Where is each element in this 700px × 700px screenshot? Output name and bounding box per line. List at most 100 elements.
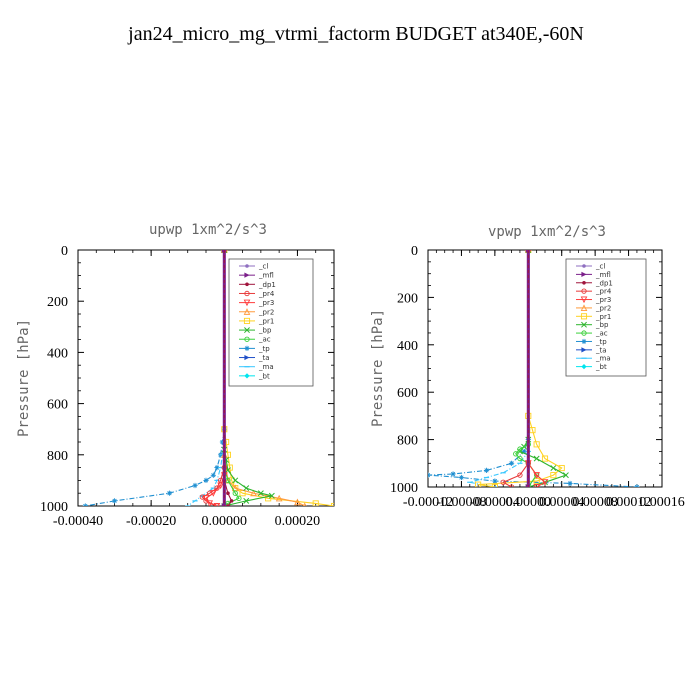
x-tick-label: 0.00008 — [572, 495, 618, 510]
data-point-dp1 — [226, 491, 230, 496]
data-layer — [428, 250, 640, 487]
legend-marker — [581, 288, 587, 294]
y-tick-label: 400 — [397, 339, 418, 354]
data-point-tp — [166, 490, 173, 496]
legend-marker — [582, 280, 586, 285]
legend-marker — [581, 321, 587, 328]
data-point-tp — [428, 472, 431, 478]
legend-label: _pr3 — [595, 296, 611, 304]
data-point-tp — [210, 472, 216, 478]
data-point-ac — [517, 455, 523, 462]
data-point-ac — [232, 490, 238, 496]
y-tick-label: 400 — [47, 346, 68, 361]
data-point-pr1 — [330, 502, 334, 506]
data-point-ac — [513, 451, 519, 457]
legend-label: _ac — [258, 336, 271, 344]
legend-marker — [243, 299, 251, 307]
legend: _cl_mfl_dp1_pr4_pr3_pr2_pr1_bp_ac_tp_ta_… — [565, 258, 647, 377]
legend-label: _mfl — [595, 271, 611, 279]
data-point-pr3 — [533, 483, 540, 487]
data-point-pr1 — [533, 441, 540, 448]
legend-label: _ta — [595, 346, 607, 354]
data-point-tp — [82, 503, 88, 506]
y-tick-label: 0 — [411, 244, 418, 259]
legend-marker — [581, 271, 587, 277]
x-tick-label: 0.00012 — [606, 495, 652, 510]
data-point-pr2 — [250, 489, 257, 497]
series-line-tp — [85, 250, 225, 506]
y-tick-label: 1000 — [390, 481, 418, 496]
y-tick-label: 600 — [47, 398, 68, 413]
data-point-bp — [243, 485, 250, 492]
legend-label: _bt — [258, 372, 270, 380]
y-tick-label: 0 — [61, 244, 68, 259]
legend-marker — [581, 347, 587, 353]
legend-label: _pr2 — [595, 304, 611, 312]
data-point-pr3 — [541, 479, 549, 486]
legend-label: _mfl — [258, 272, 274, 280]
data-layer — [82, 250, 334, 506]
plot-area: 0 200 400 600 800 1000-0.00012-0.00008-0.0000… — [390, 244, 685, 510]
legend-label: _ma — [258, 363, 274, 371]
y-tick-label: 800 — [397, 434, 418, 449]
data-point-tp — [111, 498, 118, 504]
data-point-tp — [450, 471, 456, 477]
legend-marker — [581, 330, 587, 336]
data-point-pr4 — [214, 485, 220, 491]
y-axis-label: Pressure [hPa] — [16, 319, 32, 437]
data-point-pr2 — [294, 498, 301, 506]
data-point-tp — [192, 482, 198, 489]
data-point-tp — [492, 478, 498, 484]
panel-title: upwp 1xm^2/s^3 — [149, 222, 267, 238]
y-tick-label: 200 — [397, 291, 418, 306]
data-point-pr2 — [275, 494, 283, 502]
legend-label: _dp1 — [595, 279, 613, 287]
legend-marker — [244, 327, 250, 334]
legend-box — [565, 258, 647, 377]
x-tick-label: -0.00040 — [53, 514, 103, 529]
x-tick-label: 0.00000 — [202, 514, 248, 529]
data-point-pr1 — [541, 455, 549, 462]
panel-title: vpwp 1xm^2/s^3 — [488, 224, 606, 240]
data-point-tp — [458, 474, 465, 481]
legend-label: _dp1 — [258, 281, 276, 289]
panel-vpwp: vpwp 1xm^2/s^3 Pressure [hPa] 0 200 400 600… — [370, 224, 685, 510]
x-tick-label: 0.00016 — [639, 495, 685, 510]
legend-marker — [243, 308, 251, 315]
legend-label: _pr2 — [258, 308, 274, 316]
data-point-tp — [521, 448, 527, 455]
data-point-tp — [567, 480, 573, 487]
legend-marker — [245, 282, 249, 287]
data-point-bp — [562, 472, 569, 479]
figure-title: jan24_micro_mg_vtrmi_factorm BUDGET at34… — [127, 23, 584, 45]
legend-label: _ac — [595, 330, 608, 338]
x-tick-label: -0.00012 — [403, 495, 453, 510]
data-point-tp — [203, 477, 209, 483]
legend-marker — [581, 364, 587, 370]
data-point-pr3 — [202, 495, 210, 502]
y-tick-label: 200 — [47, 295, 68, 310]
legend-label: _bt — [595, 363, 607, 371]
legend: _cl_mfl_dp1_pr4_pr3_pr2_pr1_bp_ac_tp_ta_… — [228, 258, 314, 387]
data-point-bp — [243, 497, 250, 504]
legend-label: _bp — [595, 321, 609, 329]
legend-marker — [244, 345, 250, 351]
x-tick-label: -0.00008 — [436, 495, 486, 510]
legend-marker — [244, 272, 250, 278]
data-point-tp — [634, 484, 640, 487]
data-point-bp — [550, 465, 557, 471]
data-point-bp — [257, 490, 264, 497]
data-point-pr3 — [217, 482, 224, 490]
data-point-bp — [533, 455, 540, 462]
plot-area: 0 200 400 600 800 1000-0.00040 -0.00020 0.00000… — [40, 244, 335, 529]
legend-label: _pr4 — [595, 288, 612, 296]
legend-marker — [582, 264, 586, 268]
data-point-tp — [214, 465, 220, 471]
legend-label: _pr1 — [595, 313, 611, 321]
legend-marker — [243, 317, 251, 324]
legend-marker — [244, 290, 250, 297]
panel-upwp: upwp 1xm^2/s^3 Pressure [hPa] 0 200 400 600… — [16, 222, 335, 529]
x-tick-label: 0.00000 — [506, 495, 552, 510]
data-point-tp — [508, 460, 515, 466]
x-tick-label: 0.00004 — [539, 495, 585, 510]
